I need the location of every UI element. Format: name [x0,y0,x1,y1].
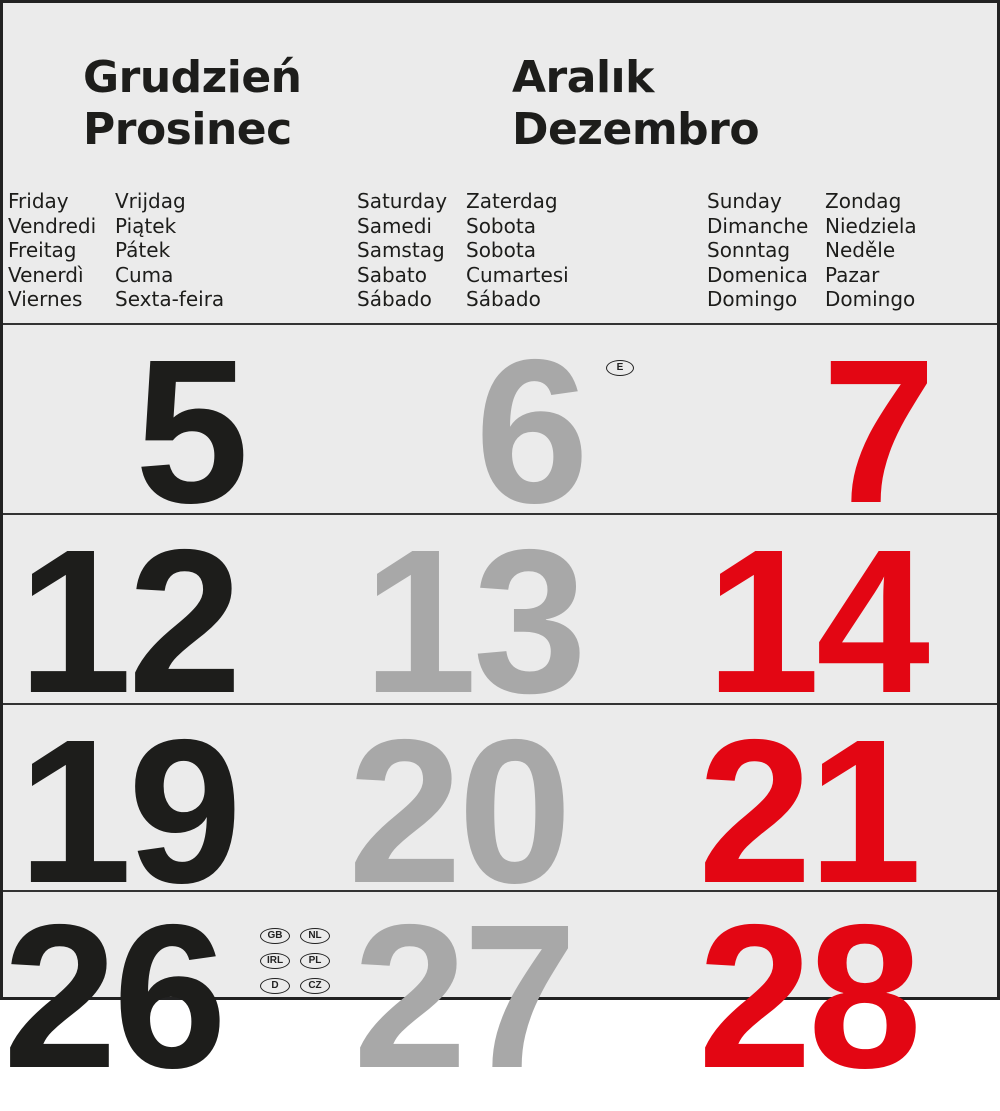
date-14: 14 [706,507,930,736]
date-12: 12 [18,507,242,736]
sunday-names-2: Zondag Niedziela Neděle Pazar Domingo [825,189,917,312]
divider [3,323,997,325]
day-name: Zondag [825,189,902,213]
day-name: Saturday [357,189,448,213]
month-name-turkish: Aralık [512,52,654,103]
holiday-badge-e: E [606,360,634,376]
day-name: Sobota [466,213,536,238]
day-name: Domenica [707,262,808,287]
day-name: Cuma [115,262,174,287]
holiday-badge-cz: CZ [300,978,330,994]
day-name: Sábado [357,287,432,311]
day-name: Freitag [8,238,77,262]
holiday-badge-irl: IRL [260,953,290,969]
day-name: Dimanche [707,213,809,238]
holiday-badge-pl: PL [300,953,330,969]
divider [3,703,997,705]
holiday-badge-gb: GB [260,928,290,944]
day-name: Pazar [825,262,880,287]
month-name-czech: Prosinec [83,104,292,155]
date-19: 19 [18,697,242,926]
day-name: Pátek [115,238,171,262]
day-name: Sobota [466,238,536,262]
saturday-names-2: Zaterdag Sobota Sobota Cumartesi Sábado [466,189,569,312]
date-6: 6 [475,317,589,546]
month-title-right: Aralık Dezembro [512,52,760,156]
month-title-left: Grudzień Prosinec [83,52,302,156]
friday-names-2: Vrijdag Piątek Pátek Cuma Sexta-feira [115,189,224,312]
friday-names-1: Friday Vendredi Freitag Venerdì Viernes [8,189,96,312]
day-name: Sexta-feira [115,287,225,311]
date-21: 21 [698,697,922,926]
day-name: Zaterdag [466,189,558,213]
date-13: 13 [363,507,587,736]
day-name: Sunday [707,189,782,213]
sunday-names-1: Sunday Dimanche Sonntag Domenica Domingo [707,189,808,312]
day-name: Friday [8,189,69,213]
day-name: Cumartesi [466,262,569,287]
day-name: Piątek [115,213,177,238]
day-name: Niedziela [825,213,917,238]
day-name: Sábado [466,287,541,311]
divider [3,890,997,892]
holiday-badge-nl: NL [300,928,330,944]
day-name: Domingo [825,287,916,311]
saturday-names-1: Saturday Samedi Samstag Sabato Sábado [357,189,447,312]
month-name-portuguese: Dezembro [512,104,760,155]
day-name: Domingo [707,287,798,311]
day-name: Vrijdag [115,189,186,213]
day-name: Sabato [357,262,427,287]
day-name: Samedi [357,213,432,238]
day-name: Samstag [357,238,445,262]
day-name: Venerdì [8,262,84,287]
day-name: Vendredi [8,213,97,238]
holiday-badge-d: D [260,978,290,994]
date-7: 7 [822,317,936,546]
day-name: Neděle [825,238,896,262]
month-name-polish: Grudzień [83,52,302,103]
date-5: 5 [135,317,249,546]
day-name: Sonntag [707,238,791,262]
date-20: 20 [348,697,572,926]
divider [3,513,997,515]
day-name: Viernes [8,287,83,311]
